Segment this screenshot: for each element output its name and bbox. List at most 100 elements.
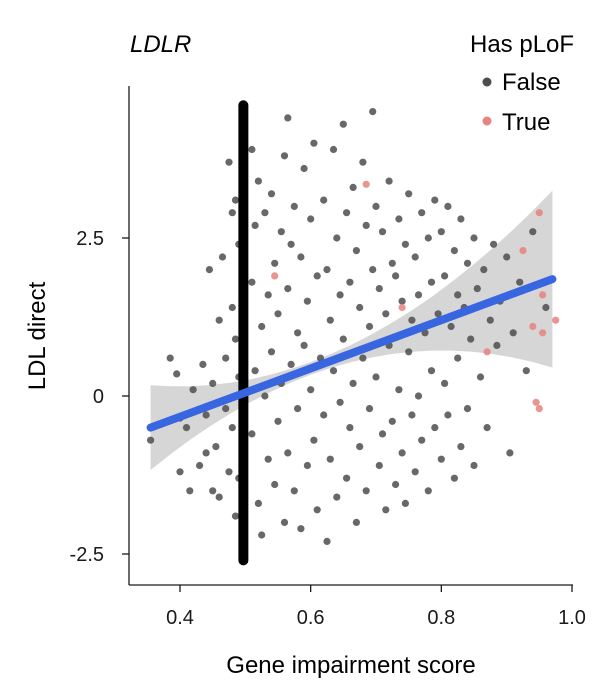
point-false bbox=[231, 512, 240, 520]
point-true bbox=[271, 272, 279, 280]
point-false bbox=[326, 455, 334, 463]
point-false bbox=[463, 259, 472, 267]
point-false bbox=[333, 493, 341, 501]
point-true bbox=[519, 247, 527, 255]
point-false bbox=[261, 392, 269, 400]
point-false bbox=[411, 253, 419, 261]
point-false bbox=[405, 190, 413, 198]
point-false bbox=[277, 228, 285, 236]
point-false bbox=[310, 436, 318, 444]
point-false bbox=[476, 373, 485, 381]
point-false bbox=[343, 209, 351, 217]
x-axis-ticks: 0.4 0.6 0.8 1.0 bbox=[166, 585, 586, 629]
point-false bbox=[447, 322, 455, 331]
point-false bbox=[222, 405, 230, 413]
point-false bbox=[398, 297, 406, 305]
point-false bbox=[506, 449, 514, 457]
point-false bbox=[225, 158, 233, 166]
point-false bbox=[212, 443, 220, 451]
point-false bbox=[467, 335, 475, 343]
point-false bbox=[329, 145, 338, 154]
point-false bbox=[297, 253, 305, 261]
legend-label-false: False bbox=[502, 69, 561, 96]
point-false bbox=[470, 234, 478, 242]
point-false bbox=[228, 209, 236, 217]
y-tick-label: 2.5 bbox=[76, 228, 104, 250]
point-false bbox=[215, 493, 223, 501]
point-false bbox=[362, 487, 370, 495]
point-false bbox=[522, 367, 530, 375]
point-false bbox=[199, 360, 207, 368]
point-false bbox=[147, 436, 155, 444]
point-false bbox=[408, 316, 416, 324]
point-false bbox=[264, 291, 272, 299]
point-false bbox=[385, 177, 393, 185]
point-false bbox=[166, 354, 174, 362]
point-false bbox=[267, 190, 276, 198]
point-false bbox=[290, 202, 298, 210]
point-false bbox=[205, 266, 213, 274]
point-false bbox=[349, 183, 357, 191]
trend-line-layer bbox=[146, 275, 557, 432]
point-false bbox=[209, 487, 217, 495]
point-true bbox=[532, 398, 540, 406]
point-false bbox=[450, 474, 458, 482]
point-false bbox=[457, 443, 465, 451]
point-false bbox=[336, 398, 344, 406]
point-false bbox=[372, 202, 380, 210]
point-false bbox=[414, 392, 423, 400]
point-false bbox=[274, 310, 282, 318]
point-false bbox=[320, 196, 328, 204]
point-false bbox=[251, 367, 259, 375]
point-false bbox=[454, 354, 462, 362]
point-false bbox=[333, 234, 341, 242]
point-false bbox=[427, 278, 436, 286]
point-false bbox=[209, 379, 217, 387]
point-false bbox=[284, 285, 292, 293]
point-false bbox=[454, 291, 462, 299]
point-false bbox=[196, 461, 204, 470]
point-false bbox=[251, 221, 259, 229]
point-false bbox=[441, 272, 449, 280]
point-false bbox=[375, 285, 383, 293]
x-tick-label: 1.0 bbox=[558, 607, 586, 629]
point-false bbox=[297, 525, 305, 533]
point-false bbox=[493, 341, 501, 349]
point-false bbox=[362, 221, 370, 229]
plot-area bbox=[146, 100, 560, 566]
point-false bbox=[424, 487, 432, 495]
point-false bbox=[300, 341, 308, 349]
legend-label-true: True bbox=[502, 109, 550, 136]
point-false bbox=[418, 436, 426, 444]
legend-marker-false bbox=[482, 77, 492, 87]
point-false bbox=[280, 518, 289, 527]
point-false bbox=[450, 247, 458, 255]
point-false bbox=[473, 285, 481, 293]
point-false bbox=[189, 386, 197, 394]
point-false bbox=[434, 310, 442, 318]
point-false bbox=[173, 370, 181, 378]
point-false bbox=[369, 108, 377, 116]
y-tick-label: 0 bbox=[93, 386, 104, 408]
point-false bbox=[231, 196, 240, 204]
trend-line bbox=[146, 275, 557, 432]
point-false bbox=[261, 209, 269, 217]
point-false bbox=[375, 461, 383, 470]
point-false bbox=[303, 461, 311, 470]
point-false bbox=[356, 303, 364, 312]
point-false bbox=[254, 499, 262, 507]
point-false bbox=[352, 518, 360, 527]
point-false bbox=[418, 209, 426, 217]
point-false bbox=[457, 215, 465, 223]
point-false bbox=[248, 430, 256, 438]
x-axis-title: Gene impairment score bbox=[226, 652, 475, 679]
point-false bbox=[202, 411, 210, 419]
point-false bbox=[382, 506, 390, 514]
y-tick-label: -2.5 bbox=[70, 544, 104, 566]
point-false bbox=[352, 247, 360, 255]
point-false bbox=[271, 259, 279, 267]
point-false bbox=[323, 266, 331, 274]
point-false bbox=[339, 120, 347, 128]
point-false bbox=[248, 278, 256, 286]
